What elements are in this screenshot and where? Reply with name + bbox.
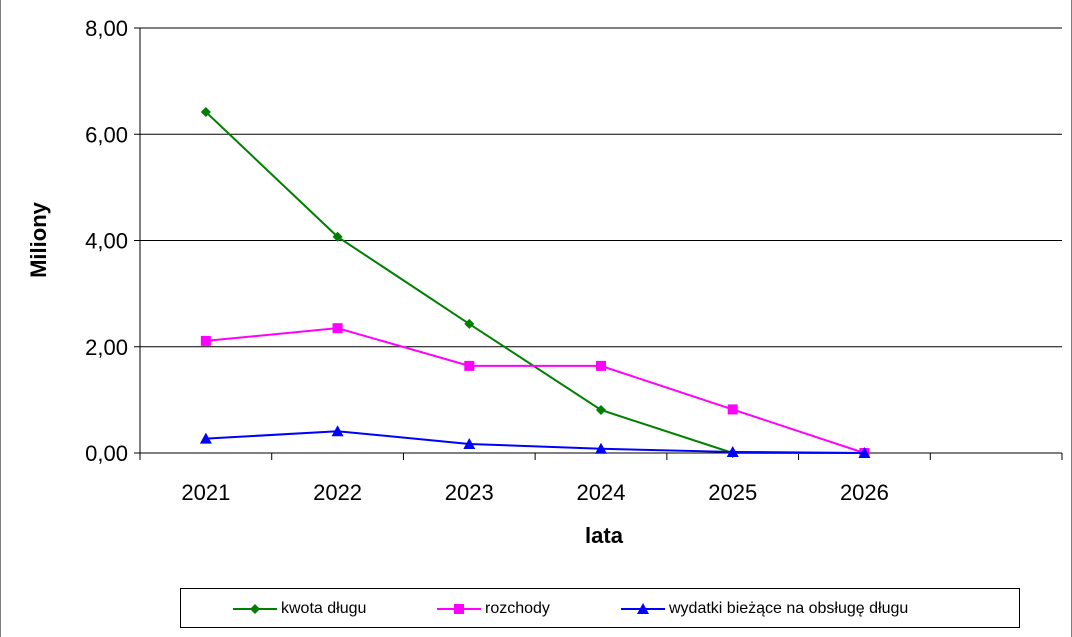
data-point xyxy=(200,335,211,346)
y-tick-label: 6,00 xyxy=(85,122,128,147)
x-tick-label: 2021 xyxy=(181,480,230,505)
series-layer xyxy=(199,106,871,458)
series-line xyxy=(205,430,865,454)
y-tick-label: 2,00 xyxy=(85,335,128,360)
legend-item-kwota-dlugu: kwota długu xyxy=(233,598,366,620)
legend: kwota długu rozchody wydatki bieżące na … xyxy=(180,588,1020,628)
legend-swatch-diamond-icon xyxy=(233,604,277,614)
x-tick-label: 2026 xyxy=(840,480,889,505)
legend-item-wydatki: wydatki bieżące na obsługę długu xyxy=(621,598,908,620)
series-line xyxy=(205,111,865,454)
legend-swatch-triangle-icon xyxy=(621,603,665,614)
x-tick-label: 2023 xyxy=(445,480,494,505)
series-line xyxy=(205,327,865,454)
x-tick-label: 2024 xyxy=(577,480,626,505)
data-point xyxy=(595,442,607,454)
data-point xyxy=(858,447,871,458)
y-tick-label: 0,00 xyxy=(85,441,128,466)
legend-label: kwota długu xyxy=(281,600,367,617)
series-2 xyxy=(199,425,871,458)
legend-swatch-square-icon xyxy=(437,604,481,614)
x-axis-title: lata xyxy=(585,523,624,548)
series-0 xyxy=(200,106,870,458)
legend-label: wydatki bieżące na obsługę długu xyxy=(669,600,909,617)
y-tick-label: 4,00 xyxy=(85,229,128,254)
data-point xyxy=(727,404,738,415)
y-axis-title: Miliony xyxy=(26,201,51,278)
data-point xyxy=(464,360,475,371)
legend-label: rozchody xyxy=(485,600,550,617)
data-point xyxy=(199,432,212,444)
tick-labels: 0,00 2,00 4,00 6,00 8,00 2021 2022 2023 2024 2025… xyxy=(85,16,889,505)
x-tick-label: 2022 xyxy=(313,480,362,505)
data-point xyxy=(332,323,343,334)
axes xyxy=(134,27,1063,460)
data-point xyxy=(726,445,739,457)
data-point xyxy=(596,404,606,415)
y-tick-label: 8,00 xyxy=(85,16,128,41)
x-tick-label: 2025 xyxy=(708,480,757,505)
data-point xyxy=(200,106,211,117)
series-1 xyxy=(200,323,870,458)
data-point xyxy=(463,437,476,449)
gridlines xyxy=(140,27,1062,348)
data-point xyxy=(331,425,344,437)
legend-item-rozchody: rozchody xyxy=(437,598,550,620)
data-point xyxy=(332,231,343,242)
data-point xyxy=(464,318,475,329)
data-point xyxy=(596,360,606,371)
